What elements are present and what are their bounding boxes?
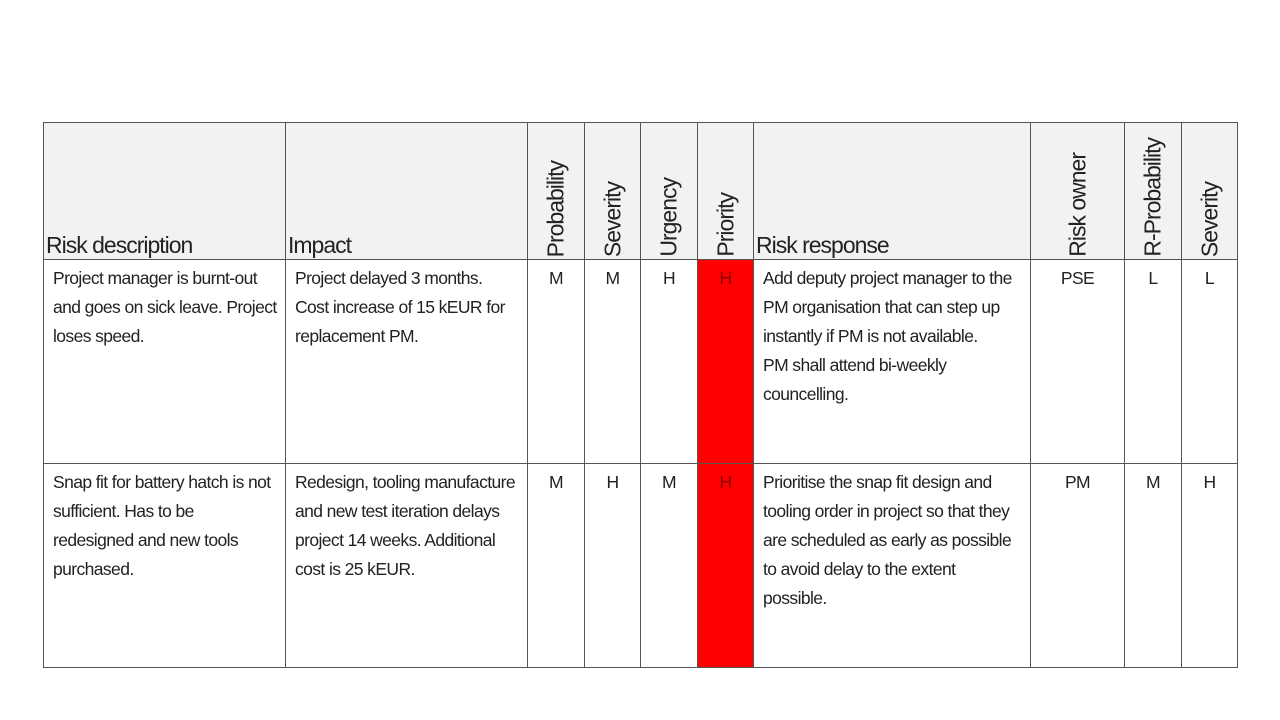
header-cell: R-Probability <box>1124 122 1182 260</box>
cell-text: L <box>1204 268 1215 288</box>
cell-text: H <box>662 268 676 288</box>
header-cell: Impact <box>285 122 528 260</box>
priority-cell: H <box>697 259 754 464</box>
header-label: Risk owner <box>1064 153 1090 257</box>
header-label: Severity <box>1196 181 1222 257</box>
data-cell: H <box>584 463 641 668</box>
data-cell: H <box>640 259 698 464</box>
data-cell: Project manager is burnt-out and goes on… <box>43 259 286 464</box>
data-cell: M <box>527 259 585 464</box>
cell-text: M <box>1146 472 1161 492</box>
header-label: Risk response <box>756 232 890 258</box>
cell-text: H <box>1203 472 1216 492</box>
data-cell: L <box>1124 259 1182 464</box>
data-cell: PM <box>1030 463 1125 668</box>
data-cell: M <box>584 259 641 464</box>
header-cell: Probability <box>527 122 585 260</box>
cell-text: PSE <box>1060 268 1095 288</box>
header-cell: Severity <box>584 122 641 260</box>
header-label: Probability <box>542 160 569 257</box>
header-label: Urgency <box>655 178 682 257</box>
header-label: R-Probability <box>1139 138 1166 257</box>
data-cell: M <box>527 463 585 668</box>
header-cell: Risk owner <box>1030 122 1125 260</box>
cell-text: PM <box>1064 472 1091 492</box>
data-cell: Project delayed 3 months. Cost increase … <box>285 259 528 464</box>
data-cell: L <box>1181 259 1238 464</box>
header-cell: Priority <box>697 122 754 260</box>
cell-text: Add deputy project manager to the PM org… <box>763 268 1012 404</box>
cell-text: L <box>1148 268 1158 288</box>
cell-text: H <box>719 472 732 492</box>
cell-text: Project delayed 3 months. Cost increase … <box>295 268 505 346</box>
data-cell: M <box>1124 463 1182 668</box>
cell-text: Snap fit for battery hatch is not suffic… <box>53 472 271 579</box>
data-cell: M <box>640 463 698 668</box>
cell-text: M <box>662 472 677 492</box>
header-label: Impact <box>288 232 352 258</box>
cell-text: M <box>549 472 564 492</box>
header-cell: Risk description <box>43 122 286 260</box>
data-cell: Snap fit for battery hatch is not suffic… <box>43 463 286 668</box>
header-cell: Urgency <box>640 122 698 260</box>
data-cell: Redesign, tooling manufacture and new te… <box>285 463 528 668</box>
cell-text: M <box>605 268 621 288</box>
header-label: Priority <box>712 193 738 257</box>
data-cell: Prioritise the snap fit design and tooli… <box>753 463 1031 668</box>
cell-text: H <box>719 268 732 288</box>
data-cell: Add deputy project manager to the PM org… <box>753 259 1031 464</box>
cell-text: Project manager is burnt-out and goes on… <box>53 268 277 346</box>
cell-text: M <box>549 268 564 288</box>
data-cell: H <box>1181 463 1238 668</box>
header-cell: Risk response <box>753 122 1031 260</box>
header-cell: Severity <box>1181 122 1238 260</box>
header-label: Risk description <box>46 232 193 258</box>
cell-text: H <box>606 472 619 492</box>
priority-cell: H <box>697 463 754 668</box>
cell-text: Redesign, tooling manufacture and new te… <box>295 472 516 579</box>
data-cell: PSE <box>1030 259 1125 464</box>
header-label: Severity <box>599 181 625 257</box>
cell-text: Prioritise the snap fit design and tooli… <box>763 472 1012 608</box>
